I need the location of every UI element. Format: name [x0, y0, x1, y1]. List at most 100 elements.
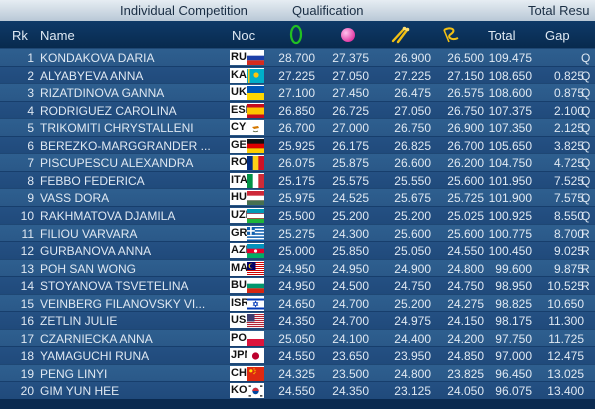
- rank-cell: 11: [21, 226, 34, 241]
- clubs-score: 25.600: [394, 226, 431, 241]
- clubs-score: 25.675: [394, 191, 431, 206]
- total-score: 100.775: [488, 226, 532, 241]
- hoop-score: 26.700: [278, 121, 315, 136]
- ribbon-score: 26.575: [447, 86, 484, 101]
- table-row[interactable]: 3 RIZATDINOVA GANNA UKR 27.100 27.450 26.475 2…: [0, 83, 595, 102]
- hoop-score: 25.275: [278, 226, 315, 241]
- qualification-flag: R: [581, 244, 590, 259]
- table-row[interactable]: 1 KONDAKOVA DARIA RUS 28.700 27.375 26.900 26.…: [0, 48, 595, 66]
- gap-value: 3.825: [553, 138, 584, 153]
- flag-mas-icon: [247, 261, 264, 276]
- athlete-name: GIM YUN HEE: [40, 384, 120, 399]
- ball-score: 25.200: [332, 209, 369, 223]
- athlete-name: GURBANOVA ANNA: [40, 244, 152, 259]
- gap-value: 10.525: [547, 279, 584, 294]
- table-row[interactable]: 8 FEBBO FEDERICA ITA 25.175 25.575 25.550 25.6…: [0, 170, 595, 189]
- clubs-score: 27.225: [394, 68, 431, 83]
- flag-hun-icon: [247, 191, 264, 206]
- total-score: 108.600: [488, 86, 532, 101]
- table-row[interactable]: 14 STOYANOVA TSVETELINA BUL 24.950 24.500 24.…: [0, 276, 595, 295]
- table-row[interactable]: 4 RODRIGUEZ CAROLINA ESP 26.850 26.725 27.050…: [0, 100, 595, 119]
- athlete-name: POH SAN WONG: [40, 261, 137, 276]
- rank-cell: 14: [20, 279, 34, 294]
- athlete-name: ALYABYEVA ANNA: [40, 68, 144, 83]
- table-row[interactable]: 10 RAKHMATOVA DJAMILA UZB 25.500 25.200 25.20…: [0, 206, 595, 224]
- ball-score: 27.450: [332, 86, 369, 101]
- ball-score: 27.050: [332, 68, 369, 83]
- flag-ukr-icon: [247, 86, 264, 101]
- total-score: 107.350: [488, 121, 532, 136]
- rank-cell: 6: [27, 138, 34, 153]
- table-row[interactable]: 2 ALYABYEVA ANNA KAZ 27.225 27.050 27.225 27.1…: [0, 65, 595, 84]
- rank-cell: 17: [20, 331, 34, 346]
- ribbon-score: 24.200: [447, 331, 484, 346]
- gap-value: 9.025: [553, 244, 584, 259]
- table-row[interactable]: 13 POH SAN WONG MAS 24.950 24.950 24.900 24.80…: [0, 258, 595, 277]
- qualification-flag: Q: [581, 86, 591, 101]
- header-gap: Gap: [545, 28, 570, 43]
- table-row[interactable]: 5 TRIKOMITI CHRYSTALLENI CYP 26.700 27.000 26…: [0, 118, 595, 137]
- flag-usa-icon: [247, 314, 264, 329]
- hoop-score: 24.650: [278, 296, 315, 311]
- table-row[interactable]: 20 GIM YUN HEE KOR 24.550 24.350 23.125 24.050…: [0, 381, 595, 400]
- ball-score: 24.950: [332, 261, 369, 276]
- table-row[interactable]: 18 YAMAGUCHI RUNA JPN 24.550 23.650 23.950 24.…: [0, 346, 595, 365]
- table-row[interactable]: 12 GURBANOVA ANNA AZE 25.000 25.850 25.050 24.…: [0, 241, 595, 260]
- table-row[interactable]: 11 FILIOU VARVARA GRE 25.275 24.300 25.600 25.…: [0, 223, 595, 242]
- ribbon-score: 25.600: [447, 226, 484, 241]
- total-score: 101.900: [488, 191, 532, 206]
- athlete-name: KONDAKOVA DARIA: [40, 51, 155, 65]
- gap-value: 13.025: [547, 366, 584, 381]
- table-row[interactable]: 19 PENG LINYI CHN 24.325 23.500 24.800 23.825 9…: [0, 363, 595, 382]
- hoop-score: 26.850: [278, 103, 315, 118]
- table-row[interactable]: 9 VASS DORA HUN 25.975 24.525 25.675 25.725 101…: [0, 188, 595, 207]
- total-score: 98.175: [495, 314, 532, 329]
- ball-score: 27.375: [332, 51, 369, 65]
- gap-value: 8.700: [553, 226, 584, 241]
- rank-cell: 19: [20, 366, 34, 381]
- gap-value: 8.550: [553, 209, 584, 223]
- table-row[interactable]: 17 CZARNIECKA ANNA POL 25.050 24.100 24.400 24…: [0, 328, 595, 347]
- athlete-name: CZARNIECKA ANNA: [40, 331, 153, 346]
- ball-score: 24.700: [332, 314, 369, 329]
- athlete-name: TRIKOMITI CHRYSTALLENI: [40, 121, 194, 136]
- hoop-score: 25.925: [278, 138, 315, 153]
- flag-ger-icon: [247, 138, 264, 153]
- ball-score: 24.300: [332, 226, 369, 241]
- athlete-name: BEREZKO-MARGGRANDER ...: [40, 138, 211, 153]
- table-row[interactable]: 6 BEREZKO-MARGGRANDER ... GER 25.925 26.175 2…: [0, 135, 595, 154]
- table-row[interactable]: 15 VEINBERG FILANOVSKY VI... ISR 24.650 24.7…: [0, 293, 595, 312]
- ribbon-score: 26.700: [447, 138, 484, 153]
- table-row[interactable]: 16 ZETLIN JULIE USA 24.350 24.700 24.975 24.15…: [0, 311, 595, 330]
- ribbon-score: 24.050: [447, 384, 484, 399]
- rank-cell: 13: [20, 261, 34, 276]
- qualification-flag: Q: [581, 51, 591, 65]
- hoop-score: 28.700: [278, 51, 315, 65]
- qualification-flag: Q: [581, 121, 591, 136]
- ball-score: 25.850: [332, 244, 369, 259]
- ribbon-score: 24.850: [447, 349, 484, 364]
- gap-value: 2.125: [553, 121, 584, 136]
- ribbon-score: 25.025: [447, 209, 484, 223]
- gap-value: 0.875: [553, 86, 584, 101]
- qualification-flag: Q: [581, 173, 591, 188]
- hoop-score: 24.350: [278, 314, 315, 329]
- athlete-name: VEINBERG FILANOVSKY VI...: [40, 296, 206, 311]
- ribbon-score: 25.600: [447, 173, 484, 188]
- flag-jpn-icon: [247, 349, 264, 364]
- hoop-score: 27.100: [278, 86, 315, 101]
- phase-title: Qualification: [292, 3, 364, 18]
- total-score: 96.450: [495, 366, 532, 381]
- competition-title: Individual Competition: [120, 3, 248, 18]
- total-score: 109.475: [488, 51, 532, 65]
- clubs-score: 24.800: [394, 366, 431, 381]
- ball-score: 24.350: [332, 384, 369, 399]
- ball-score: 25.575: [332, 173, 369, 188]
- table-row[interactable]: 7 PISCUPESCU ALEXANDRA ROU 26.075 25.875 26.6…: [0, 153, 595, 172]
- ribbon-score: 26.750: [447, 103, 484, 118]
- ball-score: 24.500: [332, 279, 369, 294]
- ball-score: 23.500: [332, 366, 369, 381]
- rank-cell: 5: [27, 121, 34, 136]
- ball-score: 27.000: [332, 121, 369, 136]
- athlete-name: FEBBO FEDERICA: [40, 173, 145, 188]
